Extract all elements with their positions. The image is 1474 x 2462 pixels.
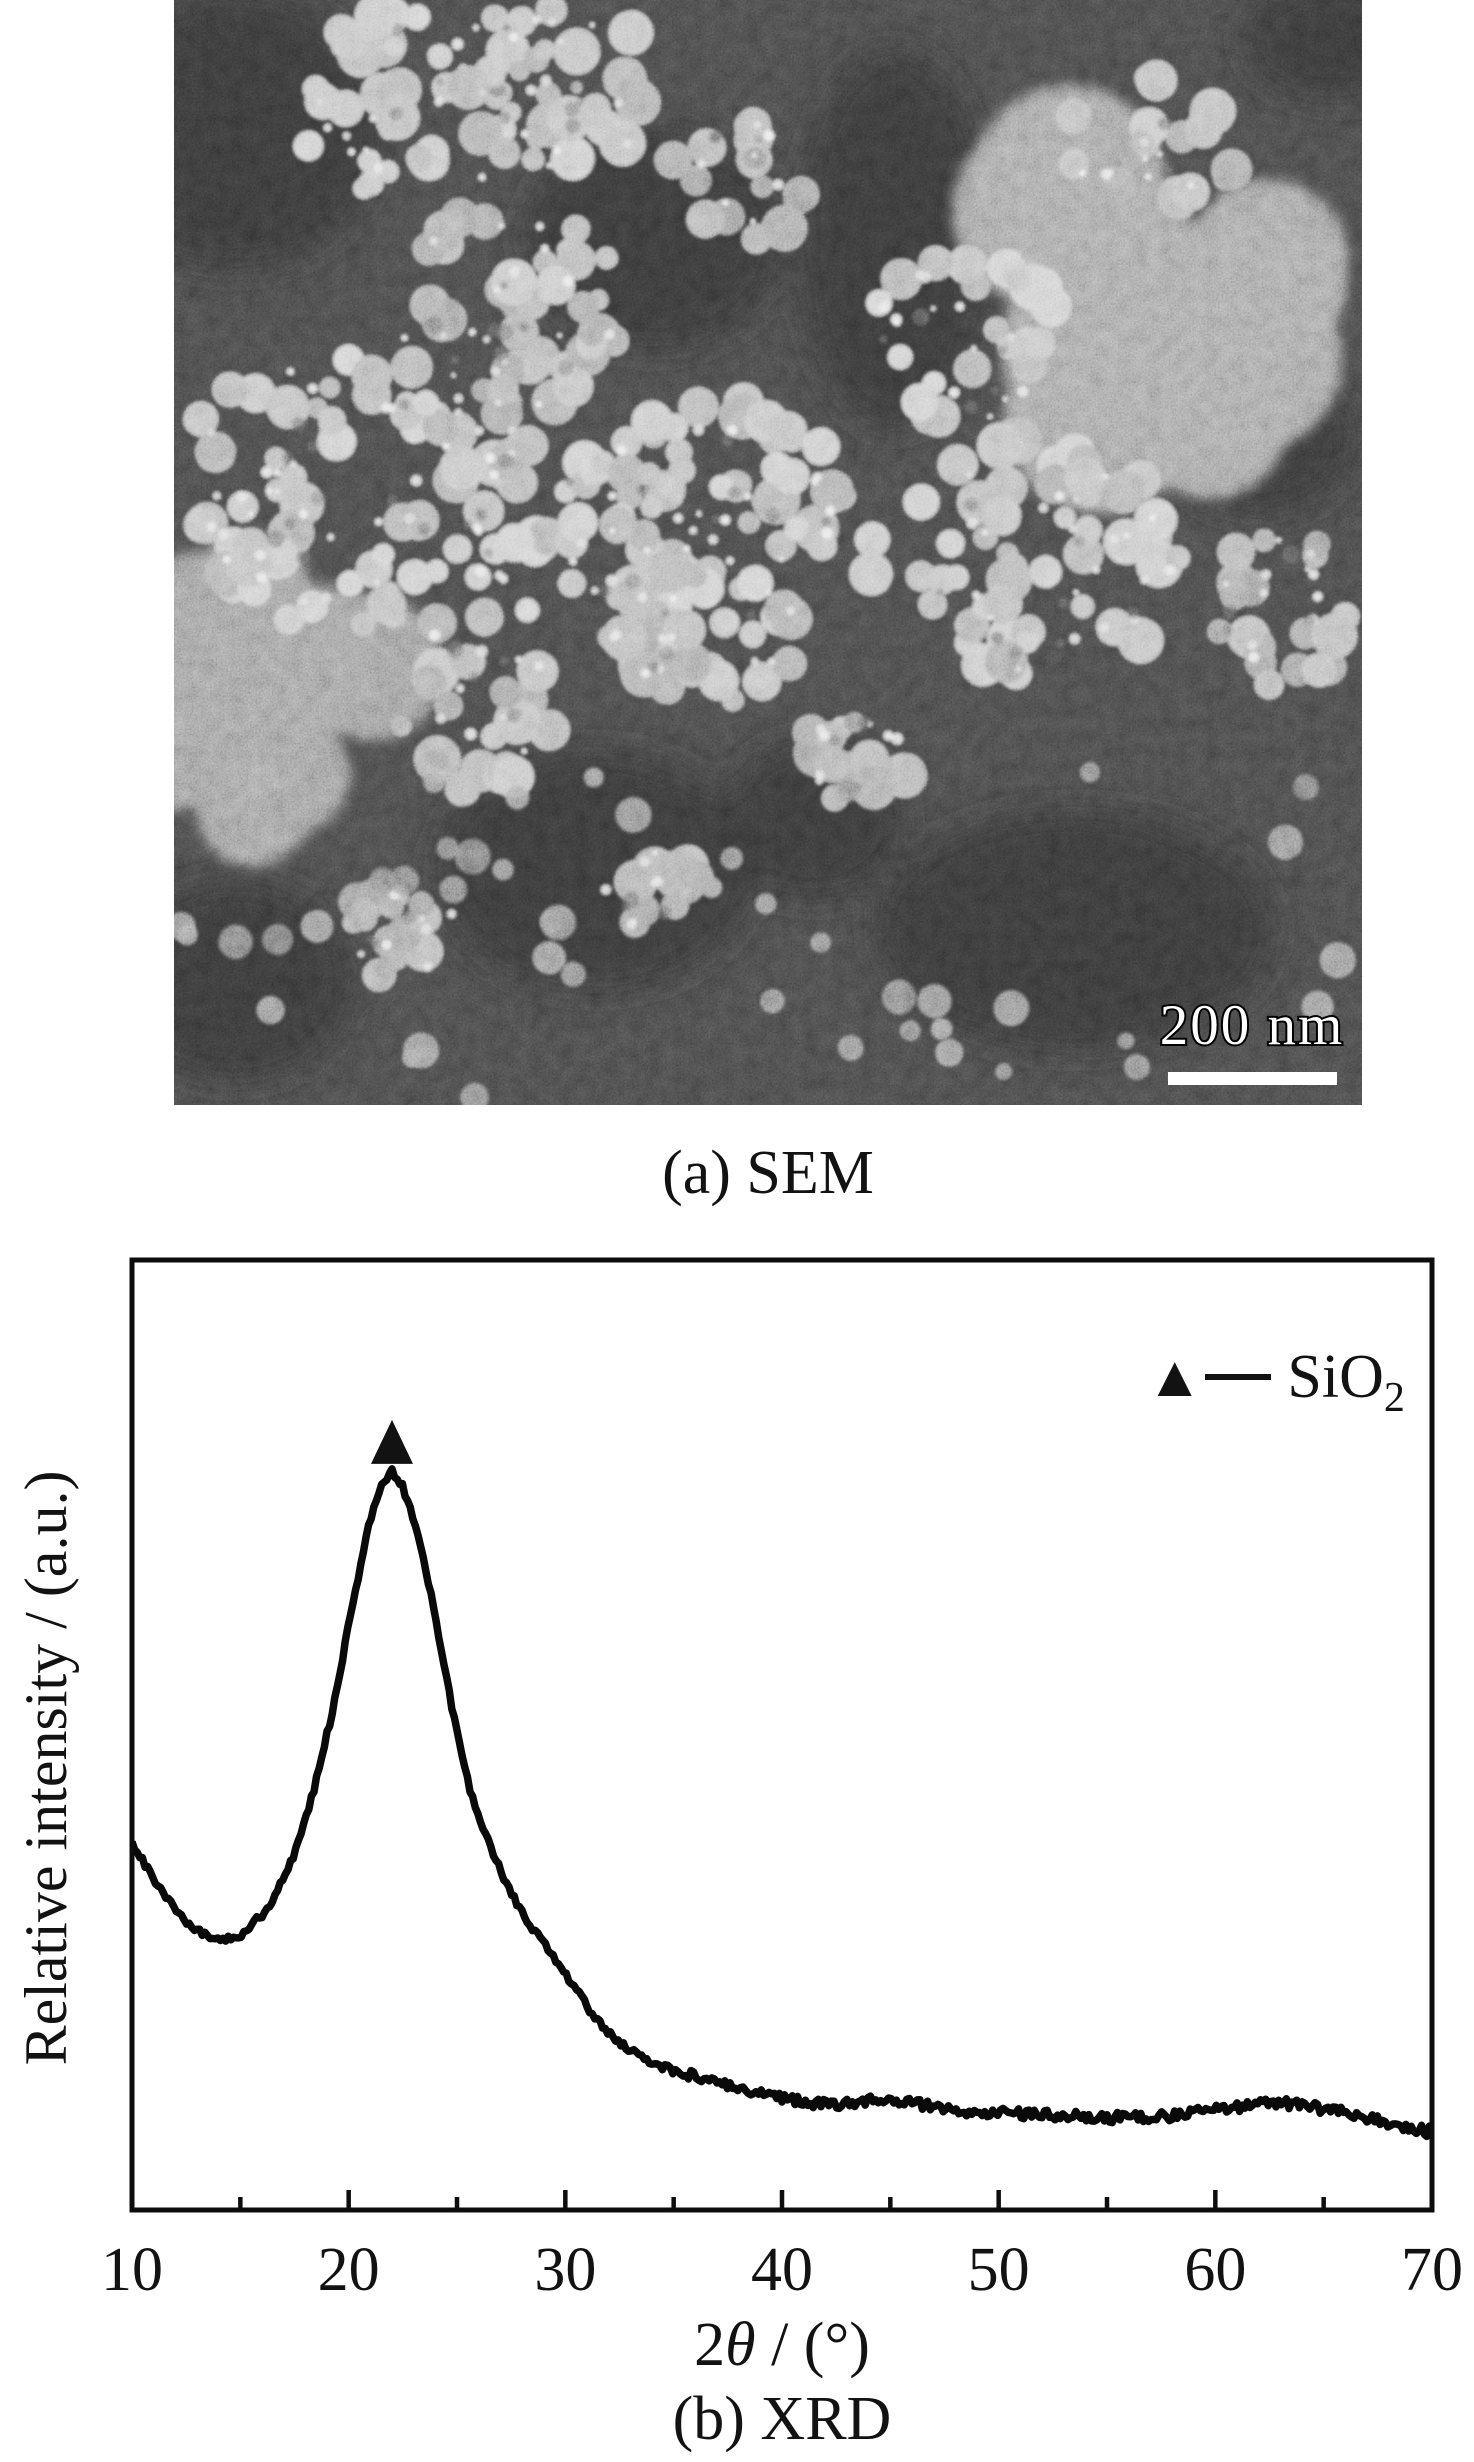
- peak-marker-triangle: [371, 1419, 413, 1464]
- sem-texture: 200 nm: [84, 0, 1424, 1112]
- sem-scale-label: 200 nm: [1160, 994, 1345, 1057]
- x-axis-label-units: / (°): [755, 2311, 870, 2379]
- xrd-plot-content: 10 20 30 40 50 60 70: [101, 1257, 1463, 2304]
- x-tick-label: 10: [101, 2236, 163, 2304]
- caption-sem: (a) SEM: [662, 1139, 874, 1207]
- scale-bar: [1168, 1072, 1337, 1085]
- legend-label-main: SiO: [1287, 1343, 1384, 1411]
- x-axis-label-coeff: 2: [694, 2311, 726, 2379]
- x-tick-label: 60: [1184, 2236, 1246, 2304]
- y-axis-label: Relative intensity / (a.u.): [13, 1470, 79, 2066]
- xrd-chart: 10 20 30 40 50 60 70: [0, 1240, 1474, 2340]
- legend-line: [1205, 1374, 1272, 1380]
- caption-xrd: (b) XRD: [672, 2385, 892, 2453]
- sem-micrograph: 200 nm: [84, 0, 1424, 1112]
- legend-label: SiO2: [1287, 1343, 1404, 1419]
- x-tick-label: 30: [534, 2236, 596, 2304]
- x-tick-label: 70: [1401, 2236, 1463, 2304]
- xrd-curve: [134, 1465, 1430, 2141]
- legend-label-subscript: 2: [1383, 1375, 1405, 1421]
- x-axis-label-theta: θ: [725, 2311, 756, 2379]
- x-tick-label: 40: [751, 2236, 813, 2304]
- x-tick-label: 50: [968, 2236, 1030, 2304]
- xrd-legend: ▲ SiO2: [1146, 1343, 1405, 1419]
- sem-image: 200 nm: [84, 0, 1424, 1112]
- x-tick-label: 20: [318, 2236, 380, 2304]
- xrd-plot: 10 20 30 40 50 60 70: [101, 1257, 1463, 2304]
- x-axis-label: 2θ / (°): [132, 2314, 1432, 2376]
- triangle-marker-icon: ▲: [1146, 1344, 1204, 1409]
